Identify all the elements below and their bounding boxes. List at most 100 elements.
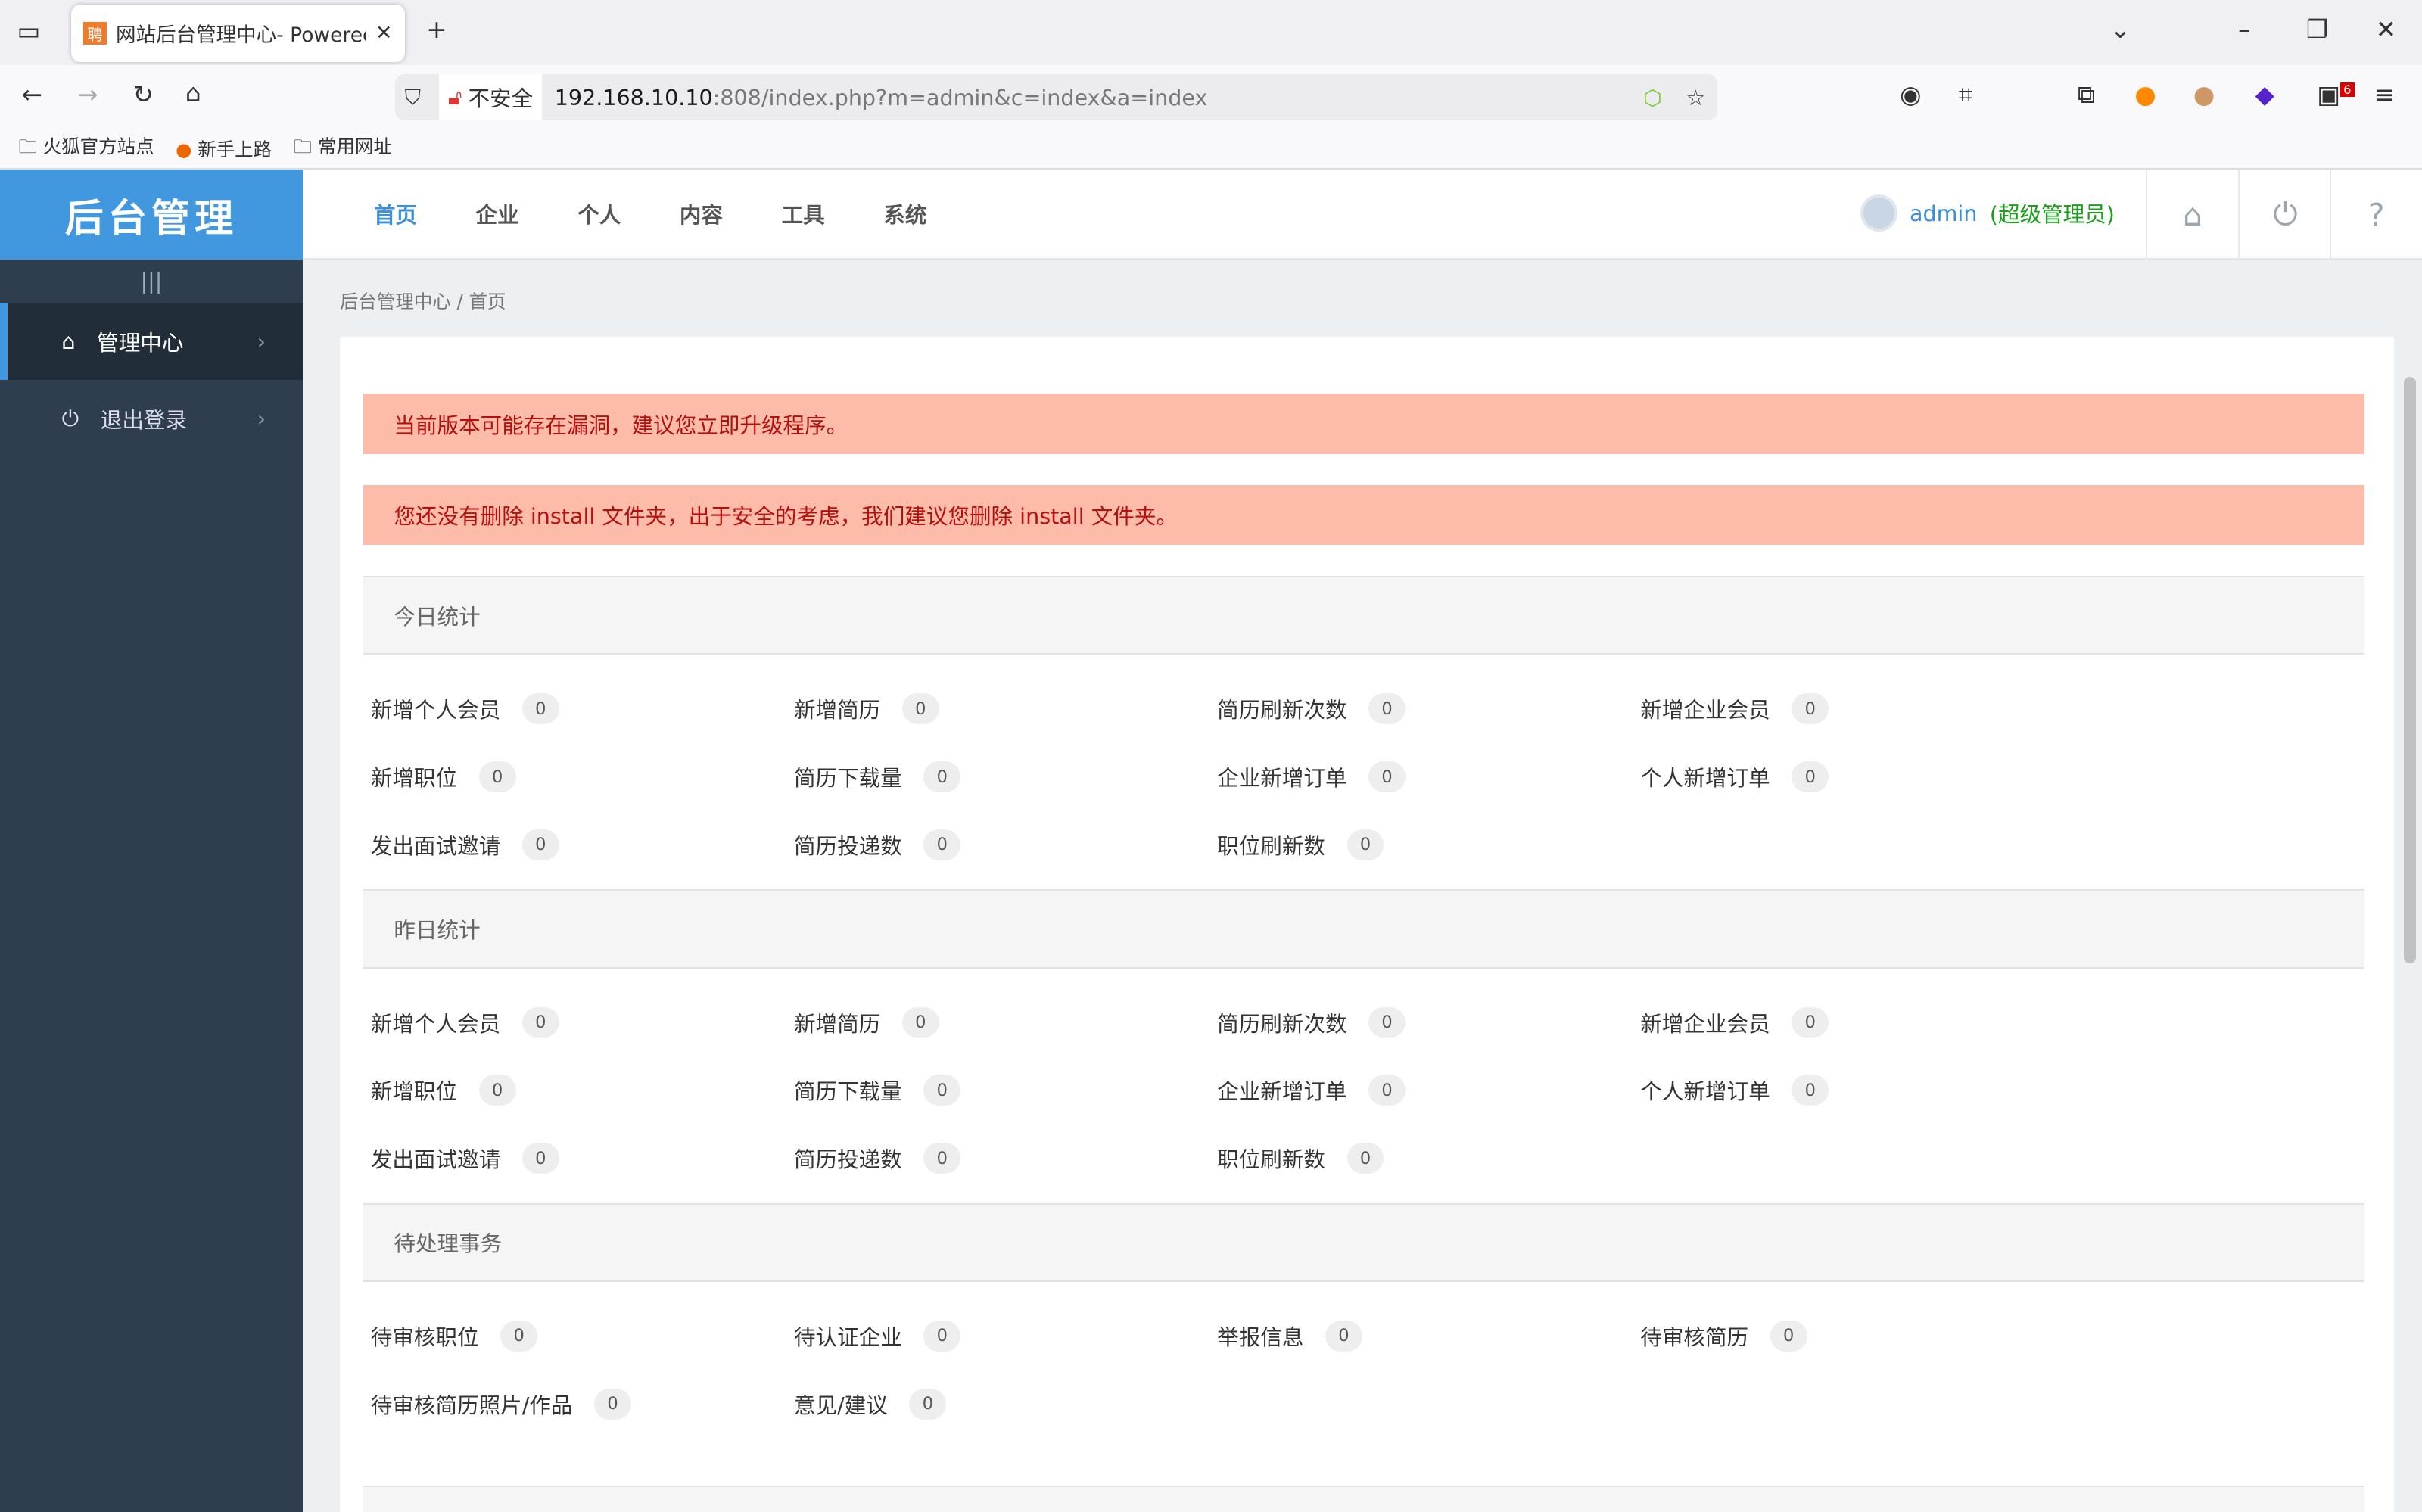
stat-item[interactable]: 简历投递数 0: [794, 1143, 961, 1174]
bookmark-folder[interactable]: 🗀︎ 常用网址: [293, 135, 392, 158]
nav-menu-item[interactable]: 内容: [679, 202, 724, 229]
insecure-indicator[interactable]: 🔓︎ 不安全: [438, 73, 543, 121]
stat-item[interactable]: 待审核简历照片/作品 0: [371, 1388, 631, 1420]
stat-item[interactable]: 新增企业会员 0: [1640, 1006, 1829, 1038]
breadcrumb: 后台管理中心 / 首页: [339, 290, 506, 313]
stat-label: 简历下载量: [793, 765, 902, 792]
help-button[interactable]: ?: [2329, 170, 2422, 260]
stat-count-badge: 0: [500, 1320, 538, 1352]
scrollbar[interactable]: [2403, 376, 2416, 964]
stat-item[interactable]: 简历下载量 0: [794, 1075, 961, 1106]
diamond-extension-icon[interactable]: ◆: [2255, 80, 2274, 110]
sidebar-item-admin-center[interactable]: ⌂ 管理中心 ›: [0, 302, 303, 381]
notification-extension-icon[interactable]: ▣ 6: [2317, 80, 2355, 109]
chevron-down-icon[interactable]: ⌄: [2109, 15, 2131, 45]
breadcrumb-item[interactable]: 后台管理中心: [339, 290, 451, 313]
stat-item[interactable]: 待认证企业 0: [793, 1320, 961, 1352]
stat-count-badge: 0: [521, 693, 559, 725]
new-tab-icon[interactable]: +: [426, 15, 447, 45]
stat-item[interactable]: 新增企业会员 0: [1640, 693, 1829, 725]
url-path: :808/index.php?m=admin&c=index&a=index: [712, 84, 1208, 110]
breadcrumb-item: 首页: [469, 290, 506, 313]
stat-label: 待审核简历: [1640, 1324, 1749, 1350]
stat-item[interactable]: 个人新增订单 0: [1640, 1075, 1829, 1106]
stat-item[interactable]: 企业新增订单 0: [1217, 1075, 1406, 1106]
tab-list-icon[interactable]: ▭: [17, 17, 41, 46]
stat-label: 企业新增订单: [1217, 1078, 1347, 1105]
url-bar[interactable]: ⛉ 🔓︎ 不安全 192.168.10.10:808/index.php?m=ad…: [395, 73, 1718, 121]
stat-item[interactable]: 简历投递数 0: [794, 829, 961, 860]
stat-count-badge: 0: [1346, 1143, 1384, 1174]
bookmark-folder[interactable]: 🗀︎ 火狐官方站点: [18, 135, 154, 158]
firefox-icon: ●: [176, 138, 192, 161]
stat-item[interactable]: 企业新增订单 0: [1217, 761, 1406, 792]
stat-item[interactable]: 新增职位 0: [371, 1075, 516, 1106]
stat-item[interactable]: 职位刷新数 0: [1217, 829, 1384, 860]
extensions-icon[interactable]: ⧉: [2077, 80, 2096, 110]
stat-label: 新增职位: [370, 1078, 458, 1105]
chevron-right-icon: ›: [257, 328, 266, 354]
extension-icon[interactable]: ⬡: [1642, 84, 1662, 110]
forward-icon[interactable]: →: [77, 80, 98, 110]
stat-item[interactable]: 待审核职位 0: [371, 1320, 538, 1352]
stat-item[interactable]: 职位刷新数 0: [1217, 1143, 1384, 1174]
insecure-label: 不安全: [468, 86, 534, 112]
home-icon[interactable]: ⌂: [185, 79, 201, 108]
stat-item[interactable]: 简历刷新次数 0: [1217, 1006, 1406, 1038]
nav-menu-item[interactable]: 工具: [781, 202, 825, 229]
stat-item[interactable]: 新增职位 0: [371, 761, 516, 792]
nav-menu-item[interactable]: 企业: [475, 202, 519, 229]
crop-icon[interactable]: ⌗: [1958, 80, 1973, 110]
avatar-extension-icon[interactable]: ●: [2193, 80, 2215, 110]
yam-extension-icon[interactable]: ●: [2134, 80, 2156, 110]
stat-item[interactable]: 新增简历 0: [794, 1006, 939, 1038]
minimize-icon[interactable]: –: [2238, 15, 2251, 45]
alert-install-folder: 您还没有删除 install 文件夹，出于安全的考虑，我们建议您删除 insta…: [363, 484, 2365, 546]
bookmark-label: 火狐官方站点: [42, 135, 154, 158]
close-tab-icon[interactable]: ✕: [375, 21, 393, 45]
stat-item[interactable]: 发出面试邀请 0: [371, 1143, 559, 1174]
home-icon: ⌂: [2182, 196, 2203, 233]
stat-label: 简历刷新次数: [1217, 697, 1347, 723]
browser-tab[interactable]: 聘 网站后台管理中心- Powered by ✕: [70, 5, 405, 62]
stat-item[interactable]: 意见/建议 0: [794, 1388, 947, 1420]
stat-item[interactable]: 个人新增订单 0: [1640, 761, 1829, 792]
sidebar-item-logout[interactable]: ⏻ 退出登录 ›: [0, 380, 303, 457]
account-icon[interactable]: ◉: [1900, 80, 1922, 110]
stat-item[interactable]: 发出面试邀请 0: [371, 829, 559, 860]
stat-count-badge: 0: [1368, 693, 1406, 725]
nav-menu-item[interactable]: 系统: [883, 202, 927, 229]
section-header: 今日统计: [363, 576, 2365, 655]
nav-menu-item[interactable]: 首页: [373, 202, 417, 229]
reload-icon[interactable]: ↻: [132, 80, 154, 110]
stat-item[interactable]: 简历刷新次数 0: [1217, 693, 1406, 725]
menu-icon[interactable]: ≡: [2374, 80, 2396, 110]
stat-label: 个人新增订单: [1640, 765, 1770, 792]
stat-item[interactable]: 新增个人会员 0: [370, 1006, 559, 1038]
user-role: (超级管理员): [1989, 201, 2115, 228]
sidebar-toggle[interactable]: |||: [140, 268, 163, 294]
bookmark-star-icon[interactable]: ☆: [1686, 84, 1706, 110]
avatar: [1860, 194, 1897, 232]
logout-button[interactable]: ⏻: [2238, 170, 2330, 260]
nav-menu-item[interactable]: 个人: [577, 202, 621, 229]
stat-label: 新增个人会员: [370, 1010, 501, 1037]
sidebar: 后台管理 ||| ⌂ 管理中心 › ⏻ 退出登录 ›: [0, 170, 303, 1512]
close-window-icon[interactable]: ✕: [2375, 15, 2397, 45]
bookmarks-bar: 🗀︎ 火狐官方站点 ● 新手上路 🗀︎ 常用网址: [0, 129, 2422, 170]
stat-item[interactable]: 待审核简历 0: [1640, 1320, 1807, 1352]
home-button[interactable]: ⌂: [2145, 170, 2238, 260]
stat-label: 待认证企业: [793, 1324, 902, 1350]
url-text[interactable]: 192.168.10.10:808/index.php?m=admin&c=in…: [555, 85, 1208, 110]
user-info[interactable]: admin (超级管理员): [1860, 194, 2115, 232]
stat-count-badge: 0: [1325, 1320, 1362, 1352]
stat-label: 发出面试邀请: [370, 832, 501, 859]
stat-item[interactable]: 简历下载量 0: [793, 761, 961, 792]
stat-item[interactable]: 新增个人会员 0: [371, 693, 559, 725]
stat-item[interactable]: 新增简历 0: [794, 693, 939, 725]
bookmark-link[interactable]: ● 新手上路: [176, 135, 272, 162]
stat-item[interactable]: 举报信息 0: [1217, 1320, 1362, 1352]
back-icon[interactable]: ←: [21, 80, 42, 110]
stat-label: 新增企业会员: [1640, 697, 1770, 723]
restore-icon[interactable]: ❐: [2305, 15, 2329, 45]
